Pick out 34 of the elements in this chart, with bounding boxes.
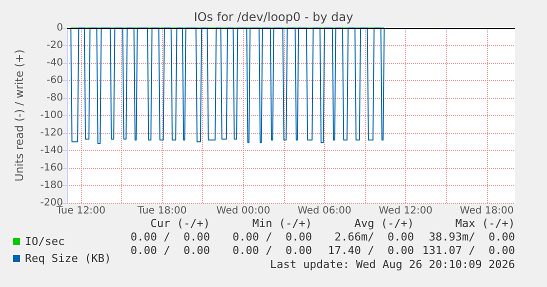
- text: Avg (-/+): [354, 217, 414, 230]
- x-tick-label: Wed 06:00: [298, 206, 352, 216]
- text: 0.00 / 0.00: [130, 230, 210, 244]
- text: 17.40 / 0.00: [328, 244, 414, 257]
- x-tick-label: Tue 12:00: [55, 206, 106, 216]
- legend-label: Req Size (KB): [25, 252, 112, 265]
- y-tick-label: 0: [56, 22, 63, 34]
- text: 38.93m/ 0.00: [428, 230, 515, 244]
- legend-label: IO/sec: [25, 235, 65, 248]
- text: 0.00 / 0.00: [130, 244, 210, 257]
- y-tick-label: -100: [40, 110, 63, 121]
- x-tick-label: Wed 00:00: [216, 206, 270, 216]
- text: 2.66m/ 0.00: [334, 230, 414, 244]
- text: 0.00 / 0.00: [232, 230, 312, 244]
- y-tick-label: -140: [40, 145, 63, 156]
- text: 0.00 / 0.00: [232, 244, 312, 257]
- text: Max (-/+): [455, 217, 516, 230]
- x-tick-label: Tue 18:00: [136, 206, 187, 216]
- text: Cur (-/+): [150, 217, 210, 230]
- text: Last update: Wed Aug 26 20:10:09 2026: [270, 258, 516, 271]
- line-series: [70, 28, 385, 144]
- text: 131.07 / 0.00: [422, 244, 516, 257]
- y-tick-label: -40: [46, 58, 63, 68]
- y-tick-label: -60: [46, 75, 63, 86]
- x-tick-label: Wed 18:00: [460, 206, 514, 216]
- y-tick-label: -180: [40, 180, 63, 191]
- chart-title: IOs for /dev/loop0 - by day: [194, 10, 354, 24]
- y-tick-label: -20: [46, 40, 63, 51]
- y-tick-label: -160: [40, 162, 63, 174]
- text: Min (-/+): [252, 217, 312, 230]
- y-axis-title: Units read (-) / write (+): [13, 49, 26, 182]
- y-tick-label: -80: [46, 92, 63, 104]
- x-tick-label: Wed 12:00: [378, 206, 433, 216]
- y-tick-label: -120: [40, 128, 63, 138]
